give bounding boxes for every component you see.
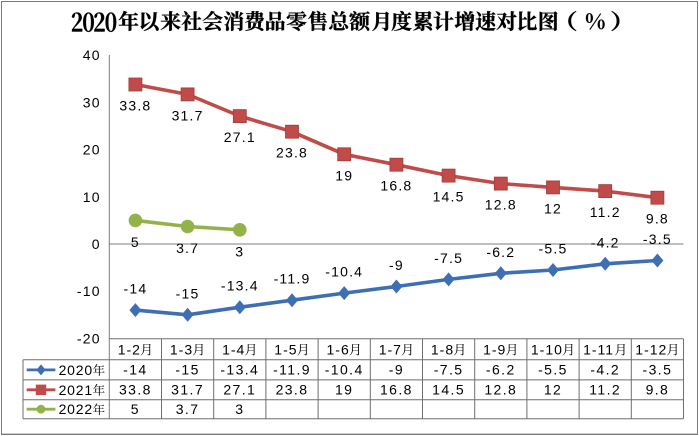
svg-text:-7.5: -7.5	[434, 362, 464, 378]
svg-text:10: 10	[83, 189, 101, 205]
svg-text:-7.5: -7.5	[434, 250, 463, 266]
svg-text:14.5: 14.5	[432, 382, 465, 398]
svg-text:3: 3	[235, 401, 244, 417]
svg-text:-5.5: -5.5	[538, 362, 568, 378]
svg-text:9.8: 9.8	[646, 211, 669, 227]
svg-text:1-3: 1-3	[170, 341, 193, 357]
svg-text:-13.4: -13.4	[220, 362, 259, 378]
svg-text:-14: -14	[123, 281, 147, 297]
svg-text:3.7: 3.7	[176, 401, 200, 417]
svg-text:-15: -15	[175, 362, 199, 378]
svg-text:12: 12	[544, 200, 562, 216]
svg-text:12.8: 12.8	[484, 382, 517, 398]
svg-text:1-11: 1-11	[583, 341, 614, 357]
svg-text:12.8: 12.8	[485, 197, 517, 213]
svg-text:-15: -15	[176, 285, 200, 301]
svg-text:20: 20	[83, 142, 101, 158]
svg-text:-6.2: -6.2	[486, 362, 516, 378]
svg-text:33.8: 33.8	[119, 98, 151, 114]
svg-text:1-12: 1-12	[635, 341, 667, 357]
svg-text:11.2: 11.2	[589, 382, 621, 398]
svg-text:-10: -10	[77, 283, 101, 299]
svg-text:-13.4: -13.4	[221, 278, 259, 294]
svg-text:-6.2: -6.2	[486, 244, 515, 260]
svg-text:1-2: 1-2	[118, 341, 141, 357]
svg-text:-11.9: -11.9	[273, 362, 311, 378]
svg-text:1-7: 1-7	[379, 341, 402, 357]
svg-text:1-8: 1-8	[431, 341, 454, 357]
svg-text:2020: 2020	[59, 362, 93, 378]
svg-text:-9: -9	[389, 362, 404, 378]
svg-text:1-5: 1-5	[274, 341, 297, 357]
svg-text:2022: 2022	[59, 401, 93, 417]
svg-text:33.8: 33.8	[119, 382, 152, 398]
svg-text:16.8: 16.8	[380, 178, 412, 194]
svg-text:-9: -9	[389, 257, 404, 273]
svg-text:1-4: 1-4	[222, 341, 245, 357]
svg-text:11.2: 11.2	[590, 204, 621, 220]
svg-text:1-6: 1-6	[327, 341, 350, 357]
svg-text:-10.4: -10.4	[325, 264, 363, 280]
svg-text:-3.5: -3.5	[643, 231, 672, 247]
svg-text:1-9: 1-9	[483, 341, 506, 357]
svg-text:14.5: 14.5	[433, 189, 465, 205]
svg-text:-10.4: -10.4	[325, 362, 364, 378]
svg-text:2021: 2021	[59, 382, 93, 398]
svg-text:1-10: 1-10	[531, 341, 563, 357]
svg-text:-5.5: -5.5	[539, 241, 568, 257]
svg-text:19: 19	[335, 382, 353, 398]
svg-text:27.1: 27.1	[224, 129, 256, 145]
svg-text:5: 5	[131, 234, 140, 250]
svg-text:-4.2: -4.2	[591, 234, 620, 250]
svg-text:5: 5	[131, 401, 140, 417]
svg-text:3: 3	[235, 243, 244, 259]
svg-text:-20: -20	[77, 330, 101, 346]
svg-text:-14: -14	[123, 362, 147, 378]
svg-text:9.8: 9.8	[646, 382, 670, 398]
svg-text:23.8: 23.8	[276, 382, 309, 398]
svg-text:-3.5: -3.5	[643, 362, 673, 378]
svg-text:23.8: 23.8	[276, 145, 308, 161]
svg-text:16.8: 16.8	[380, 382, 413, 398]
svg-text:27.1: 27.1	[223, 382, 256, 398]
svg-text:19: 19	[335, 167, 353, 183]
svg-text:30: 30	[83, 94, 101, 110]
svg-text:0: 0	[92, 236, 101, 252]
svg-text:12: 12	[544, 382, 562, 398]
svg-text:3.7: 3.7	[176, 240, 199, 256]
svg-text:-11.9: -11.9	[274, 271, 311, 287]
svg-text:-4.2: -4.2	[590, 362, 620, 378]
svg-text:40: 40	[83, 47, 101, 63]
svg-text:31.7: 31.7	[171, 382, 204, 398]
svg-text:31.7: 31.7	[172, 107, 204, 123]
